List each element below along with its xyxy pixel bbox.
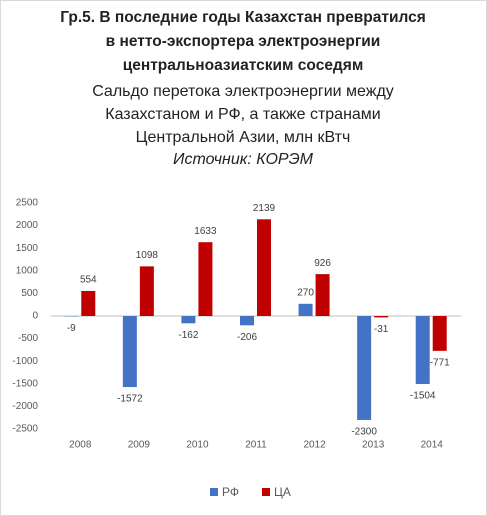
data-label: 554 bbox=[80, 275, 97, 286]
data-label: -9 bbox=[67, 323, 76, 334]
bar bbox=[432, 316, 447, 351]
chart-subtitle: Казахстаном и РФ, а также странами bbox=[105, 106, 380, 123]
x-tick-label: 2010 bbox=[186, 440, 209, 451]
data-label: -2300 bbox=[351, 427, 377, 438]
y-tick-label: -2500 bbox=[12, 424, 38, 435]
bar bbox=[357, 316, 372, 420]
data-label: -1572 bbox=[117, 394, 143, 405]
chart-subtitle: Центральной Азии, млн кВтч bbox=[136, 129, 351, 146]
data-label: 1633 bbox=[194, 226, 217, 237]
bar bbox=[315, 274, 330, 316]
data-label: 270 bbox=[297, 287, 314, 298]
x-tick-label: 2008 bbox=[69, 440, 92, 451]
y-tick-label: -1500 bbox=[12, 378, 38, 389]
bar bbox=[122, 316, 137, 388]
bar bbox=[374, 316, 389, 318]
data-label: -771 bbox=[430, 357, 450, 368]
legend-swatch bbox=[262, 488, 270, 496]
y-tick-label: 500 bbox=[21, 288, 38, 299]
y-tick-label: 0 bbox=[32, 311, 38, 322]
legend-label: РФ bbox=[222, 485, 239, 499]
x-tick-label: 2011 bbox=[245, 440, 267, 451]
chart-title: Гр.5. В последние годы Казахстан преврат… bbox=[60, 9, 426, 26]
x-tick-label: 2012 bbox=[303, 440, 326, 451]
bar bbox=[415, 316, 430, 384]
x-tick-label: 2009 bbox=[128, 440, 151, 451]
y-tick-label: -2000 bbox=[12, 401, 38, 412]
legend-swatch bbox=[210, 488, 218, 496]
bar bbox=[240, 316, 254, 326]
bar bbox=[139, 266, 154, 316]
chart-subtitle: Сальдо перетока электроэнергии между bbox=[92, 83, 394, 100]
chart-title: центральноазиатским соседям bbox=[123, 57, 364, 74]
x-tick-label: 2014 bbox=[421, 440, 444, 451]
legend-label: ЦА bbox=[274, 485, 291, 499]
bar bbox=[181, 316, 196, 324]
chart-title: в нетто-экспортера электроэнергии bbox=[106, 33, 381, 50]
y-tick-label: 2000 bbox=[16, 220, 39, 231]
chart-source: Источник: КОРЭМ bbox=[173, 151, 314, 168]
bar bbox=[257, 219, 271, 316]
data-label: 2139 bbox=[253, 203, 276, 214]
data-label: -1504 bbox=[410, 391, 436, 402]
data-label: -162 bbox=[178, 330, 198, 341]
y-tick-label: 1000 bbox=[16, 265, 39, 276]
y-tick-label: 1500 bbox=[16, 243, 39, 254]
bar bbox=[198, 242, 213, 316]
data-label: -31 bbox=[374, 324, 389, 335]
y-tick-label: -1000 bbox=[12, 356, 38, 367]
y-tick-label: -500 bbox=[18, 333, 38, 344]
data-label: 1098 bbox=[136, 250, 159, 261]
y-tick-label: 2500 bbox=[16, 198, 39, 209]
data-label: 926 bbox=[314, 258, 331, 269]
bar bbox=[81, 290, 96, 316]
x-tick-label: 2013 bbox=[362, 440, 385, 451]
bar bbox=[298, 303, 313, 316]
data-label: -206 bbox=[237, 332, 257, 343]
